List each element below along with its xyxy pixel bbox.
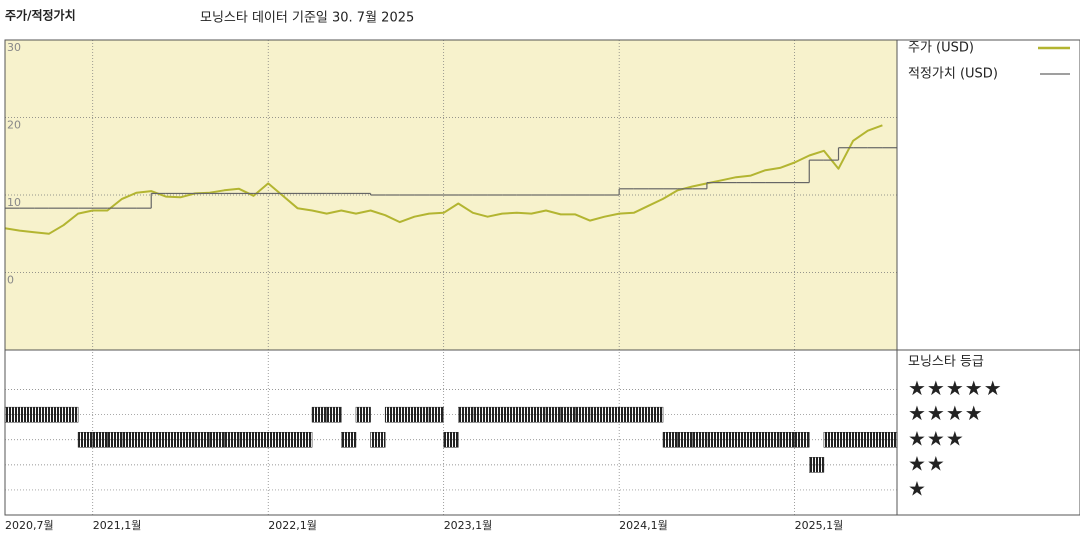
rating-label: ★★★★ [908,401,984,425]
rating-bar [399,406,415,423]
price-line [4,124,883,235]
rating-bar [414,406,430,423]
rating-bar [604,406,620,423]
rating-bar [297,431,313,448]
rating-bar [882,431,898,448]
rating-bar [209,431,225,448]
rating-bar [92,431,108,448]
x-tick-label: 2024,1월 [619,519,668,532]
rating-bar [779,431,795,448]
rating-bar [77,431,93,448]
rating-bar [326,406,342,423]
y-tick-label: 30 [7,41,21,54]
rating-bar [618,406,635,423]
rating-bar [121,431,137,448]
plot-frame [4,39,1080,516]
rating-bar [238,431,254,448]
rating-bar [33,406,50,423]
rating-bar [267,431,284,448]
rating-bar [48,406,64,423]
rating-bar [443,431,459,448]
rating-bar [735,431,752,448]
rating-bar [516,406,532,423]
rating-bar [311,406,327,423]
rating-bar [531,406,547,423]
rating-bar [341,431,357,448]
rating-bar [662,431,678,448]
rating-bar [575,406,591,423]
rating-bar [750,431,766,448]
rating-bar [692,431,708,448]
rating-bar [180,431,196,448]
rating-bar [677,431,693,448]
rating-bar [384,406,401,423]
rating-bar [136,431,152,448]
rating-bar [458,406,474,423]
rating-bar [633,406,649,423]
rating-bar [721,431,737,448]
rating-bar [194,431,210,448]
y-tick-label: 0 [7,274,14,287]
rating-bar [648,406,664,423]
x-tick-label: 2020,7월 [5,519,54,532]
rating-bar [487,406,503,423]
rating-label: ★★ [908,451,946,475]
rating-bar [838,431,854,448]
chart-subtitle: 모닝스타 데이터 기준일 30. 7월 2025 [200,11,414,26]
rating-bar [355,406,371,423]
rating-title: 모닝스타 등급 [908,355,984,370]
rating-bar [706,431,722,448]
x-tick-label: 2022,1월 [268,519,317,532]
rating-bar [472,406,488,423]
rating-bar [852,431,869,448]
rating-bar [560,406,576,423]
rating-bar [4,406,20,423]
legend-label: 적정가치 (USD) [908,67,998,82]
rating-label: ★ [908,476,927,500]
y-tick-label: 20 [7,119,21,132]
y-tick-label: 10 [7,196,21,209]
rating-bar [501,406,518,423]
x-tick-label: 2023,1월 [444,519,493,532]
rating-bar [150,431,167,448]
rating-bar [63,406,79,423]
rating-bar [253,431,269,448]
rating-bar [794,431,810,448]
rating-bar [765,431,781,448]
rating-bar [19,406,35,423]
rating-bar [224,431,240,448]
rating-label: ★★★ [908,426,965,450]
rating-bar [428,406,444,423]
x-tick-label: 2021,1월 [93,519,142,532]
rating-bar [165,431,181,448]
rating-bar [545,406,561,423]
rating-bar [867,431,883,448]
rating-bar [370,431,386,448]
rating-bar [589,406,605,423]
rating-label: ★★★★★ [908,376,1003,400]
chart-title: 주가/적정가치 [5,8,76,23]
x-tick-label: 2025,1월 [795,519,844,532]
rating-bar [809,457,825,473]
legend-label: 주가 (USD) [908,41,974,56]
rating-bar [107,431,123,448]
rating-bar [282,431,298,448]
rating-bar [823,431,839,448]
